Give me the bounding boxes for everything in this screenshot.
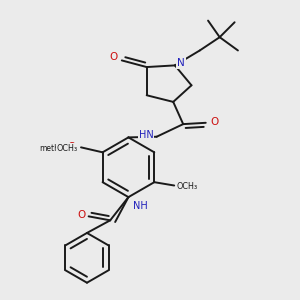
Text: O: O <box>78 210 86 220</box>
Text: methoxy: methoxy <box>39 143 73 152</box>
Text: NH: NH <box>133 201 147 212</box>
Text: N: N <box>177 58 185 68</box>
Text: HN: HN <box>139 130 153 140</box>
Text: O: O <box>68 142 76 152</box>
Text: O: O <box>110 52 118 62</box>
Text: O: O <box>210 117 218 127</box>
Text: OCH₃: OCH₃ <box>57 143 78 152</box>
Text: OCH₃: OCH₃ <box>177 182 198 191</box>
